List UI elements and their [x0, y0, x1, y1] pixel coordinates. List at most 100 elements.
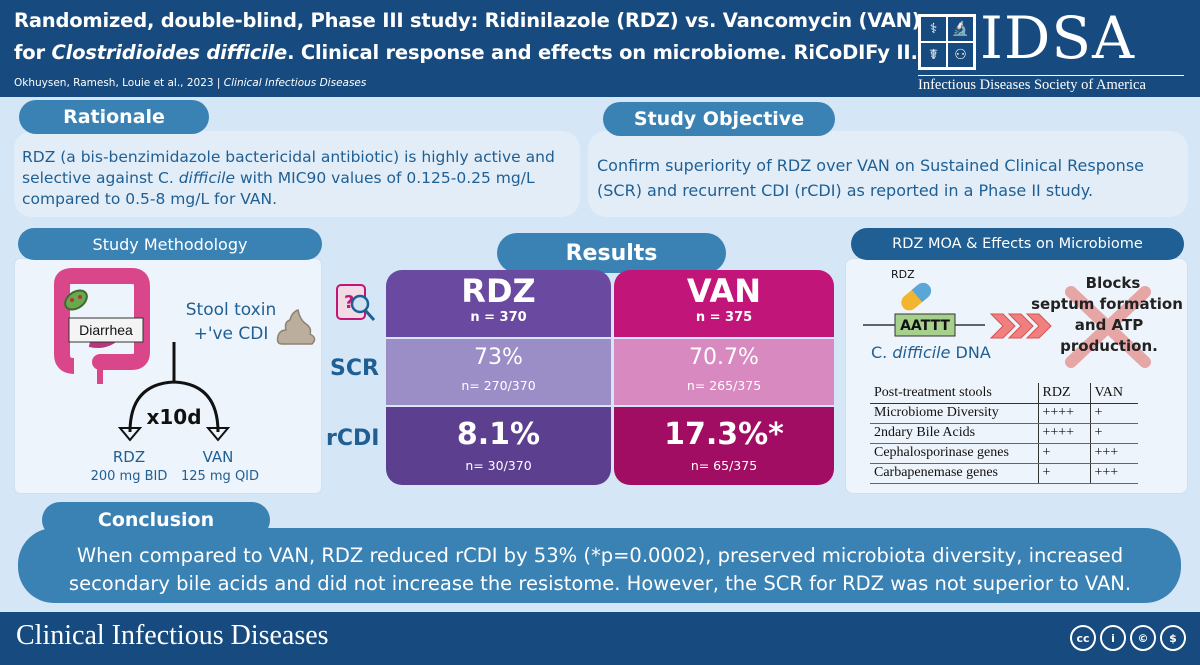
- blocks-line1: Blocks: [1086, 274, 1141, 292]
- rdz-rcdi-value: 8.1%: [456, 417, 541, 452]
- blocked-x-icon: [1065, 286, 1151, 368]
- table-cell: Microbiome Diversity: [870, 403, 1038, 424]
- svg-text:?: ?: [344, 292, 354, 313]
- bacteria-icon: [64, 289, 88, 311]
- results-heading: Results: [497, 233, 726, 273]
- toxin-label-line1: Stool toxin: [186, 300, 277, 320]
- blocks-line3: and ATP: [1075, 316, 1143, 334]
- authors-journal: Clinical Infectious Diseases: [223, 77, 367, 89]
- van-name: VAN: [686, 272, 762, 310]
- rdz-scr-n: n= 270/370: [461, 378, 536, 393]
- microbiome-table: Post-treatment stools RDZ VAN Microbiome…: [870, 383, 1138, 484]
- stool-icon: [276, 309, 316, 345]
- van-rcdi-cell: 17.3%* n= 65/375: [614, 407, 834, 485]
- branch-arc: [128, 380, 220, 433]
- arm-van-name: VAN: [203, 448, 234, 466]
- rdz-header-cell: RDZ n = 370: [386, 270, 611, 337]
- emblem-figure-icon: ⚕: [920, 16, 947, 42]
- rdz-column: RDZ n = 370 73% n= 270/370 8.1% n= 30/37…: [386, 270, 611, 485]
- dna-label: C. difficile DNA: [871, 343, 991, 362]
- table-cell: +: [1089, 423, 1138, 444]
- title-line-2-a: for: [14, 41, 52, 64]
- table-header-cell: RDZ: [1037, 383, 1090, 404]
- arm-rdz-dose: 200 mg BID: [91, 469, 168, 484]
- table-cell: ++++: [1037, 403, 1090, 424]
- pill-capsule-icon: [901, 282, 932, 311]
- title-line-2-b: . Clinical response and effects on micro…: [287, 41, 918, 64]
- blocks-line2: septum formation: [1031, 295, 1183, 313]
- dna-sequence-box: [894, 313, 956, 337]
- table-cell: Cephalosporinase genes: [870, 443, 1038, 464]
- arrow-van-icon: [205, 427, 231, 442]
- van-scr-value: 70.7%: [689, 345, 759, 370]
- rdz-name: RDZ: [461, 272, 536, 310]
- rationale-heading: Rationale: [19, 100, 209, 134]
- title-line-2: for Clostridioides difficile. Clinical r…: [14, 41, 918, 64]
- table-row: Microbiome Diversity ++++ +: [870, 403, 1138, 424]
- van-header-cell: VAN n = 375: [614, 270, 834, 337]
- cc-license-icon[interactable]: cc: [1070, 625, 1096, 651]
- noncommercial-icon[interactable]: $: [1160, 625, 1186, 651]
- conclusion-panel: [18, 528, 1181, 603]
- authors-citation: Okhuysen, Ramesh, Louie et al., 2023 | C…: [14, 77, 366, 89]
- intestine-icon: [54, 268, 150, 384]
- idsa-logo-wordmark: IDSA: [980, 4, 1136, 72]
- arm-van-dose: 125 mg QID: [181, 469, 259, 484]
- idsa-logo-fullname: Infectious Diseases Society of America: [918, 75, 1184, 94]
- row-label-rcdi: rCDI: [326, 426, 380, 451]
- rationale-text: RDZ (a bis-benzimidazole bactericidal an…: [22, 147, 582, 210]
- title-line-1: Randomized, double-blind, Phase III stud…: [14, 9, 921, 32]
- table-cell: +++: [1089, 463, 1138, 484]
- rationale-text-a: RDZ (a bis-benzimidazole bactericidal an…: [22, 148, 555, 187]
- toxin-label-line2: +'ve CDI: [194, 324, 269, 344]
- rdz-n: n = 370: [470, 310, 527, 325]
- objective-heading: Study Objective: [603, 102, 835, 136]
- conclusion-heading: Conclusion: [42, 502, 270, 538]
- table-cell: +: [1037, 463, 1090, 484]
- moa-diagram: RDZ AATTT C. difficile DNA Blocks septum…: [863, 268, 1183, 368]
- table-cell: ++++: [1037, 423, 1090, 444]
- footer-journal: Clinical Infectious Diseases: [16, 620, 329, 651]
- rationale-panel: [14, 131, 580, 217]
- van-column: VAN n = 375 70.7% n= 265/375 17.3%* n= 6…: [614, 270, 834, 485]
- rationale-text-b: with MIC90 values of 0.125-0.25 mg/L com…: [22, 169, 535, 208]
- objective-text: Confirm superiority of RDZ over VAN on S…: [597, 156, 1144, 200]
- objective-panel: [588, 131, 1188, 217]
- dna-label-b: DNA: [950, 343, 990, 362]
- table-row: Cephalosporinase genes + +++: [870, 443, 1138, 464]
- van-rcdi-value: 17.3%*: [664, 417, 784, 452]
- table-cell: +: [1089, 403, 1138, 424]
- methodology-heading: Study Methodology: [18, 228, 322, 260]
- arrow-rdz-icon: [117, 427, 143, 442]
- table-header-row: Post-treatment stools RDZ VAN: [870, 383, 1138, 404]
- attribution-icon[interactable]: i: [1100, 625, 1126, 651]
- row-label-scr: SCR: [330, 356, 379, 381]
- conclusion-text: When compared to VAN, RDZ reduced rCDI b…: [68, 544, 1132, 595]
- table-cell: Carbapenemase genes: [870, 463, 1038, 484]
- magnifier-icon: ?: [336, 284, 376, 322]
- footer-banner: [0, 612, 1200, 665]
- dna-label-a: C.: [871, 343, 892, 362]
- dna-label-italic: difficile: [892, 343, 950, 362]
- diarrhea-label: Diarrhea: [79, 322, 133, 338]
- van-rcdi-n: n= 65/375: [690, 458, 758, 473]
- van-scr-cell: 70.7% n= 265/375: [614, 339, 834, 405]
- table-cell: +: [1037, 443, 1090, 464]
- moa-heading: RDZ MOA & Effects on Microbiome: [851, 228, 1184, 260]
- authors-text: Okhuysen, Ramesh, Louie et al., 2023 |: [14, 77, 224, 89]
- van-scr-n: n= 265/375: [686, 378, 762, 393]
- emblem-people-icon: ⚇: [947, 42, 974, 68]
- arm-rdz-name: RDZ: [113, 448, 145, 466]
- table-header-cell: VAN: [1089, 383, 1138, 404]
- blocks-line4: production.: [1060, 337, 1158, 355]
- copyright-icon[interactable]: ©: [1130, 625, 1156, 651]
- emblem-microscope-icon: 🔬: [947, 16, 974, 42]
- moa-rdz-label: RDZ: [891, 268, 915, 281]
- table-cell: 2ndary Bile Acids: [870, 423, 1038, 444]
- idsa-emblem-icon: ⚕ 🔬 ☤ ⚇: [918, 14, 976, 70]
- header-banner: [0, 0, 1200, 97]
- chevron-arrows-icon: [989, 313, 1052, 339]
- table-cell: +++: [1089, 443, 1138, 464]
- title-organism: Clostridioides difficile: [51, 41, 288, 64]
- diarrhea-label-box: [68, 317, 144, 343]
